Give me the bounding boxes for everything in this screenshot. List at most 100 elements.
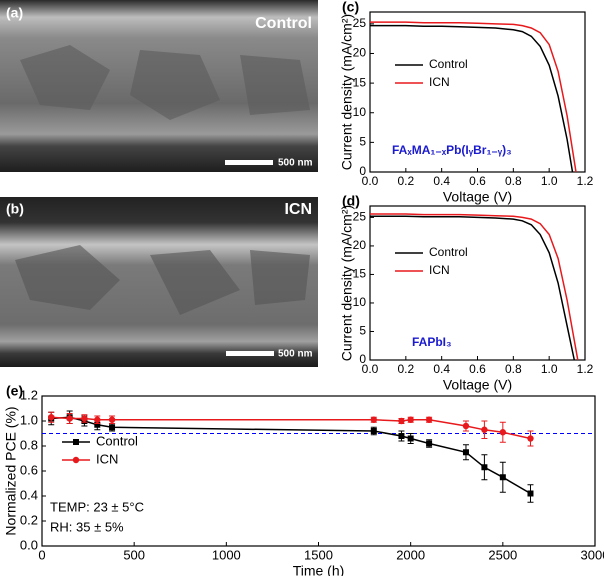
y-tick-label: 0.2 bbox=[20, 512, 38, 527]
y-axis-label: Current density (mA/cm²) bbox=[339, 205, 355, 361]
annotation: FAₓMA₁₋ₓPb(IᵧBr₁₋ᵧ)₃ bbox=[392, 143, 512, 157]
sem-panel-a: (a) Control 500 nm bbox=[0, 0, 318, 172]
y-tick-label: 10 bbox=[353, 105, 367, 119]
x-tick-label: 1.0 bbox=[541, 362, 558, 376]
y-tick-label: 0.4 bbox=[20, 487, 38, 502]
y-tick-label: 15 bbox=[353, 267, 367, 281]
x-tick-label: 0.0 bbox=[362, 362, 379, 376]
series-line bbox=[370, 213, 579, 361]
y-tick-label: 0.0 bbox=[20, 537, 38, 552]
series-line bbox=[370, 215, 576, 361]
y-tick-label: 0.8 bbox=[20, 437, 38, 452]
marker bbox=[527, 435, 534, 442]
y-axis-label: Normalized PCE (%) bbox=[3, 406, 19, 535]
y-tick-label: 1.2 bbox=[20, 387, 38, 402]
panel-label: (a) bbox=[6, 5, 23, 21]
legend-label: Control bbox=[429, 57, 468, 71]
scale-label: 500 nm bbox=[278, 158, 313, 169]
y-tick-label: 10 bbox=[353, 295, 367, 309]
x-tick-label: 1.0 bbox=[541, 174, 558, 188]
marker bbox=[398, 433, 405, 439]
series-line bbox=[370, 21, 577, 173]
y-tick-label: 5 bbox=[359, 135, 366, 149]
y-tick-label: 1.0 bbox=[20, 412, 38, 427]
marker bbox=[81, 415, 88, 422]
panel-title: ICN bbox=[284, 201, 312, 218]
marker bbox=[462, 449, 469, 456]
marker bbox=[426, 440, 433, 447]
marker bbox=[94, 421, 101, 428]
x-tick-label: 2500 bbox=[488, 547, 517, 562]
x-tick-label: 0.6 bbox=[469, 362, 486, 376]
plot-frame bbox=[41, 395, 596, 547]
y-tick-label: 0 bbox=[359, 352, 366, 366]
panel-label: (b) bbox=[6, 201, 24, 217]
x-tick-label: 0.4 bbox=[433, 174, 450, 188]
grain-texture bbox=[20, 45, 310, 120]
y-tick-label: 20 bbox=[353, 46, 367, 60]
marker bbox=[407, 435, 414, 442]
grain-texture bbox=[15, 245, 310, 315]
panel-label: (c) bbox=[342, 0, 359, 15]
x-tick-label: 1.2 bbox=[577, 174, 594, 188]
plot-frame bbox=[369, 205, 586, 361]
y-tick-label: 15 bbox=[353, 75, 367, 89]
x-tick-label: 1.2 bbox=[577, 362, 594, 376]
x-axis-label: Time (h) bbox=[293, 563, 345, 576]
scale-bar bbox=[226, 351, 274, 356]
marker bbox=[48, 414, 55, 421]
x-tick-label: 0.4 bbox=[433, 362, 450, 376]
marker bbox=[370, 416, 377, 423]
marker bbox=[481, 426, 488, 433]
marker bbox=[109, 424, 116, 431]
scale-label: 500 nm bbox=[278, 349, 313, 360]
x-tick-label: 0.6 bbox=[469, 174, 486, 188]
marker bbox=[370, 428, 377, 434]
x-axis-label: Voltage (V) bbox=[443, 377, 512, 393]
series-line bbox=[51, 416, 531, 495]
x-tick-label: 0.2 bbox=[397, 362, 414, 376]
marker bbox=[407, 416, 414, 423]
y-tick-label: 0 bbox=[359, 164, 366, 178]
x-tick-label: 0.0 bbox=[362, 174, 379, 188]
series-line bbox=[370, 24, 574, 173]
x-axis-label: Voltage (V) bbox=[443, 189, 512, 205]
note: RH: 35 ± 5% bbox=[50, 519, 124, 534]
x-tick-label: 0.2 bbox=[397, 174, 414, 188]
panel-label: (e) bbox=[6, 383, 23, 399]
marker bbox=[94, 416, 101, 423]
x-tick-label: 2000 bbox=[396, 547, 425, 562]
marker bbox=[499, 474, 506, 481]
marker bbox=[108, 416, 116, 423]
chart: (c) 0.0 0.2 0.4 0.6 0.8 1.0 1.2 0 5 10 15 20 25 Voltag… bbox=[339, 0, 594, 205]
marker bbox=[527, 490, 534, 497]
scale-bar bbox=[225, 160, 273, 165]
legend-label: Control bbox=[96, 433, 138, 448]
panel-label: (d) bbox=[342, 193, 360, 209]
marker bbox=[481, 464, 488, 471]
x-tick-label: 0.8 bbox=[505, 174, 522, 188]
y-tick-label: 5 bbox=[359, 324, 366, 338]
note: TEMP: 23 ± 5°C bbox=[50, 499, 144, 514]
marker bbox=[66, 415, 73, 422]
marker bbox=[398, 417, 405, 425]
x-tick-label: 0.8 bbox=[505, 362, 522, 376]
y-axis-label: Current density (mA/cm²) bbox=[339, 14, 355, 170]
x-tick-label: 1000 bbox=[212, 547, 241, 562]
marker bbox=[499, 429, 507, 436]
y-tick-label: 25 bbox=[353, 210, 367, 224]
x-tick-label: 1500 bbox=[304, 547, 333, 562]
marker bbox=[425, 416, 433, 423]
legend-label: Control bbox=[429, 245, 468, 259]
legend-label: ICN bbox=[429, 263, 450, 277]
y-tick-label: 0.6 bbox=[20, 462, 38, 477]
legend-marker bbox=[72, 456, 80, 464]
chart: (d) 0.0 0.2 0.4 0.6 0.8 1.0 1.2 0 5 10 15 20 25 Voltag… bbox=[339, 193, 594, 393]
y-tick-label: 20 bbox=[353, 238, 367, 252]
x-tick-label: 0 bbox=[38, 547, 45, 562]
x-tick-label: 500 bbox=[123, 547, 145, 562]
legend-label: ICN bbox=[96, 451, 118, 466]
